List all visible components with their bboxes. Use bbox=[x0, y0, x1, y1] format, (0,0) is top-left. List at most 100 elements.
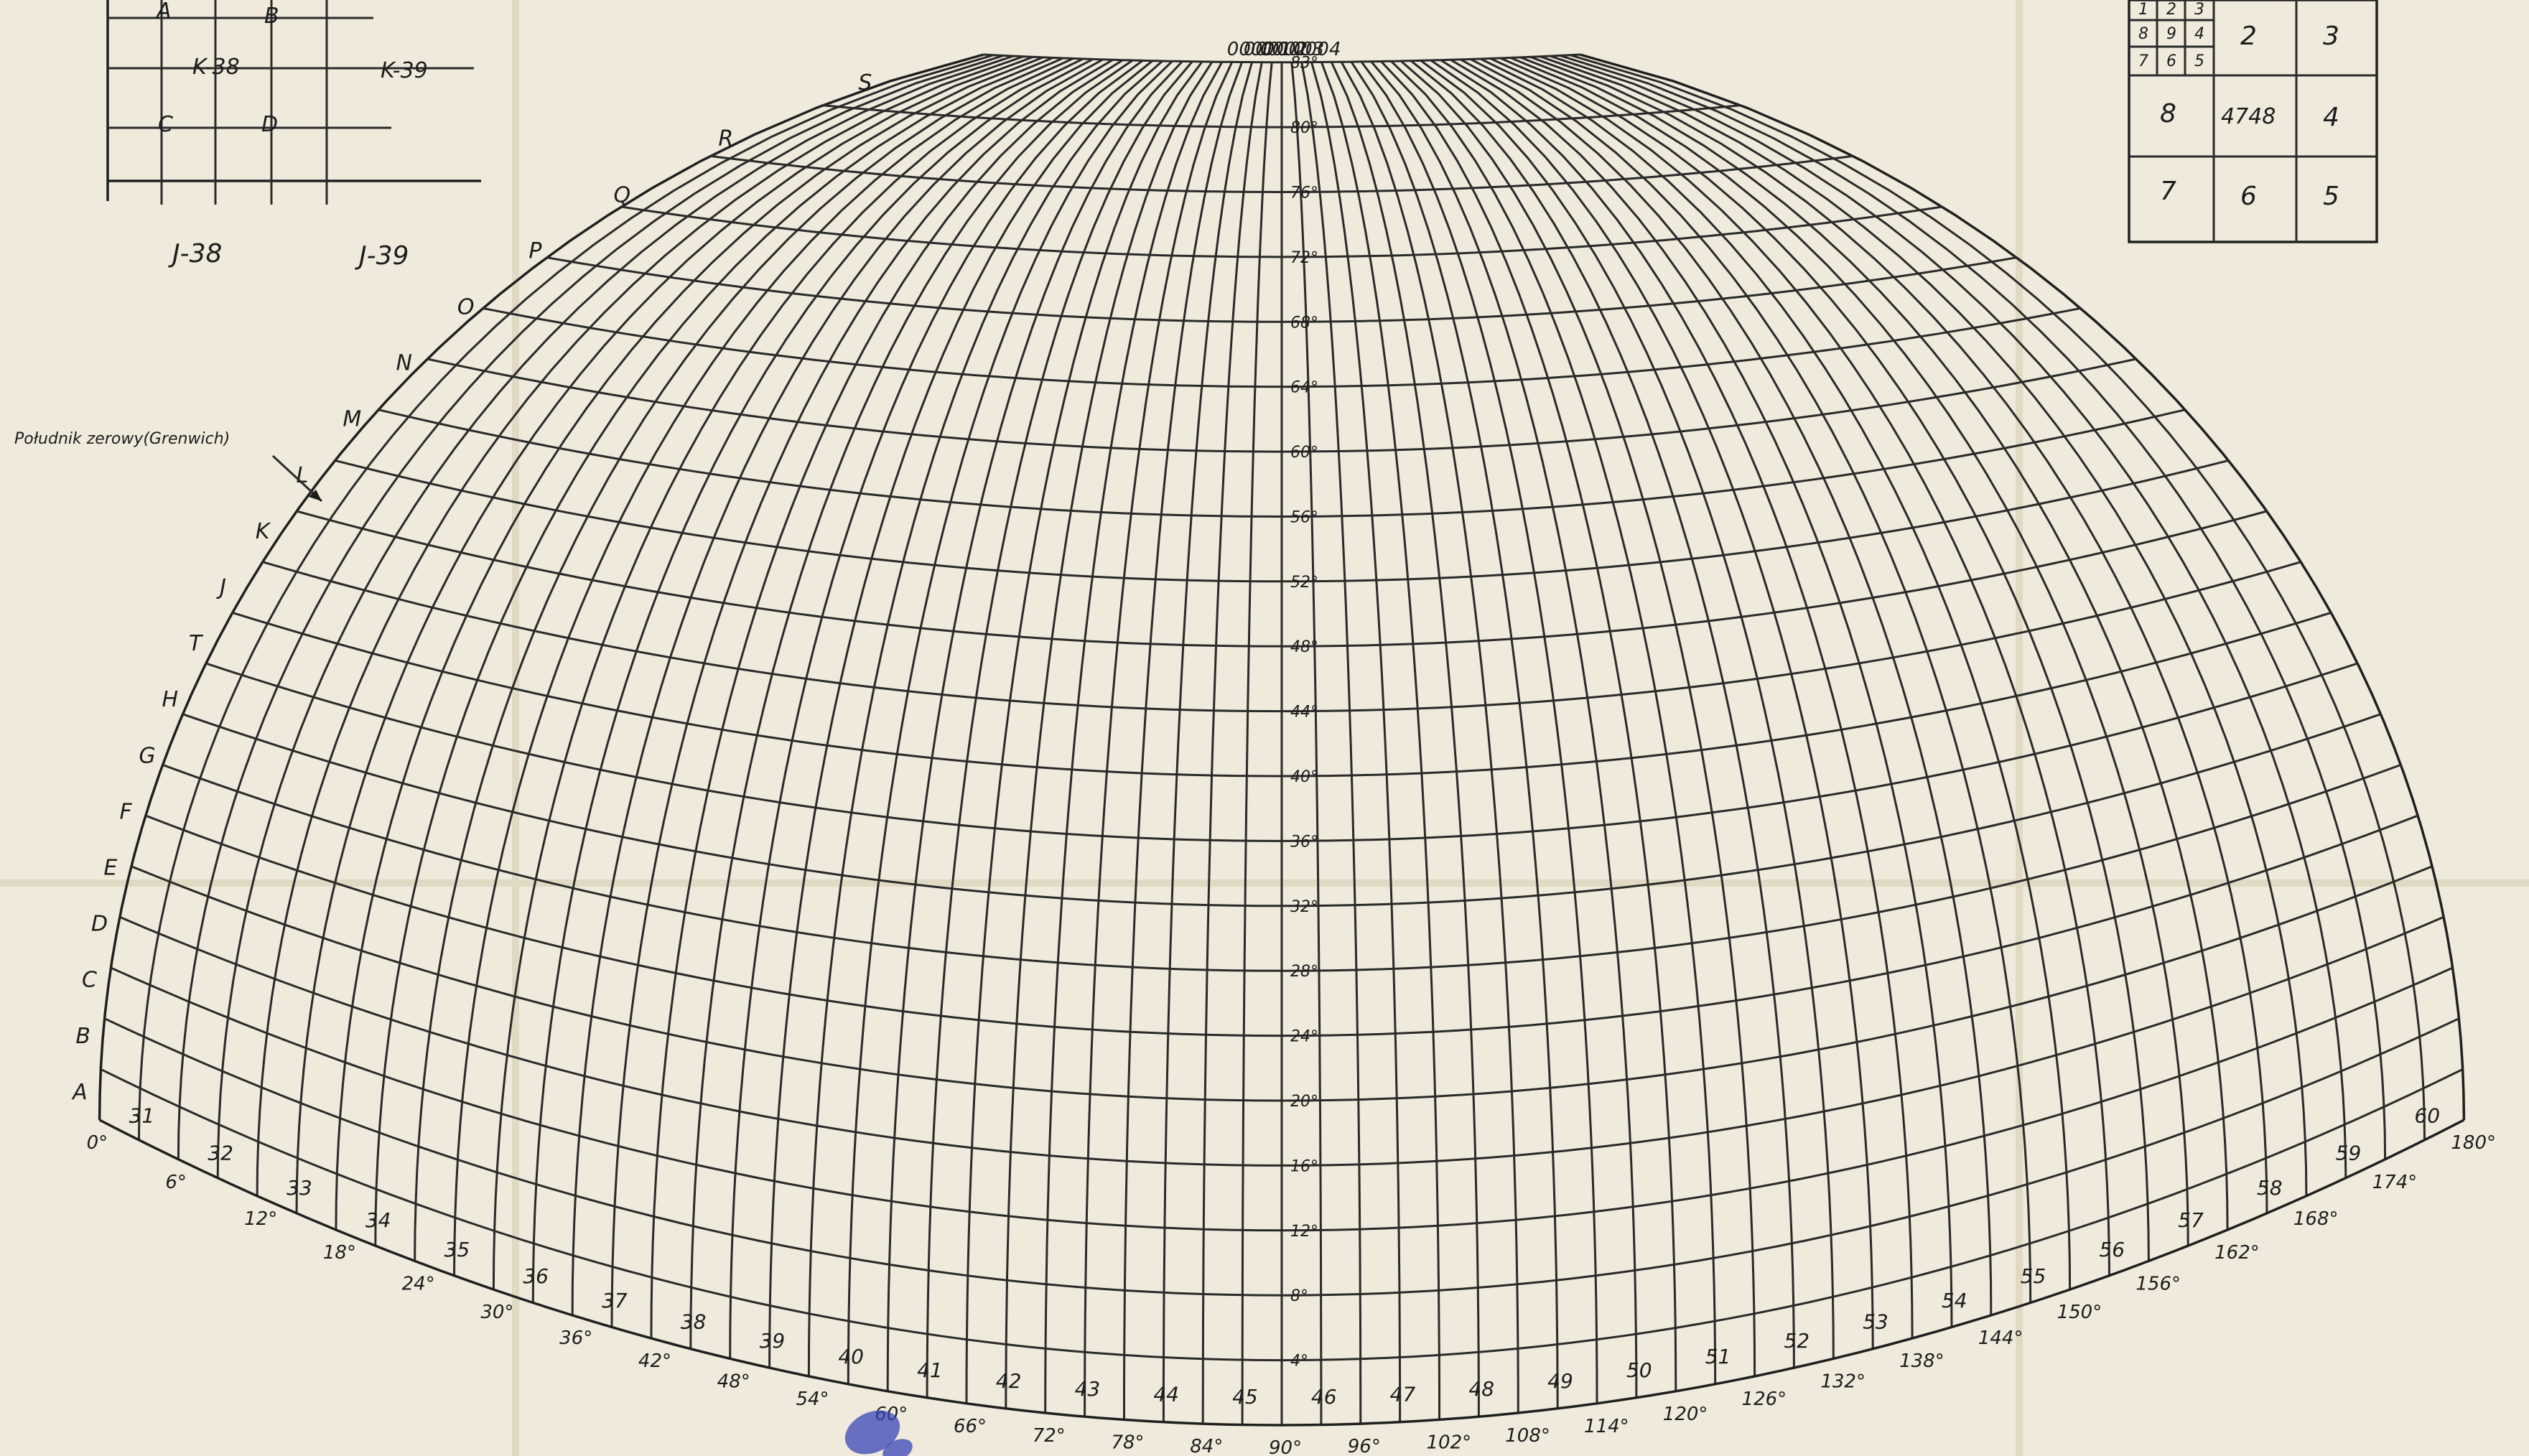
longitude-label: 78° bbox=[1111, 1432, 1144, 1453]
division-cell-8: 8 bbox=[2160, 99, 2176, 129]
row-letter-label: A bbox=[71, 1080, 88, 1105]
index-label-j39: J-39 bbox=[355, 241, 409, 271]
index-letter-a: A bbox=[155, 0, 172, 24]
zone-number-label: 53 bbox=[1863, 1310, 1888, 1334]
division-cell-4748: 4748 bbox=[2221, 104, 2276, 129]
zone-number-label: 49 bbox=[1547, 1369, 1573, 1393]
longitude-label: 48° bbox=[717, 1371, 750, 1392]
meridian-line bbox=[1570, 54, 2426, 1140]
meridian-line bbox=[1241, 62, 1273, 1425]
parallel-line bbox=[427, 358, 2137, 453]
row-letter-label: J bbox=[216, 575, 226, 600]
meridian-line bbox=[729, 60, 1144, 1359]
zero-meridian-callout: Południk zerowy(Grenwich) bbox=[14, 430, 323, 503]
longitude-label: 30° bbox=[480, 1302, 513, 1323]
division-small-cell: 1 bbox=[2138, 1, 2148, 19]
top-cell-label: 0001 bbox=[1244, 39, 1291, 60]
zone-number-label: 51 bbox=[1705, 1345, 1731, 1368]
longitude-label: 168° bbox=[2293, 1208, 2339, 1230]
meridian-line bbox=[1201, 62, 1263, 1424]
parallel-line bbox=[182, 713, 2381, 907]
meridian-line bbox=[1579, 53, 2466, 1121]
index-label-k39: K-39 bbox=[381, 58, 428, 83]
meridian-line bbox=[335, 56, 1044, 1231]
top-cell-label: 0000 bbox=[1227, 39, 1275, 60]
meridian-line bbox=[295, 55, 1034, 1213]
meridian-line bbox=[1390, 60, 1717, 1384]
longitude-label: 72° bbox=[1033, 1425, 1066, 1447]
meridian-line bbox=[531, 58, 1094, 1303]
row-letter-label: L bbox=[297, 463, 309, 488]
meridian-line bbox=[1350, 61, 1559, 1409]
meridian-line bbox=[926, 60, 1193, 1398]
latitude-label: 76° bbox=[1290, 184, 1318, 202]
meridian-line bbox=[847, 60, 1173, 1384]
row-letter-label: H bbox=[162, 687, 178, 712]
longitude-label: 120° bbox=[1663, 1404, 1708, 1425]
row-letter-label: D bbox=[91, 912, 108, 937]
meridian-line bbox=[1550, 55, 2347, 1178]
division-small-cell: 8 bbox=[2138, 25, 2148, 43]
zone-number-label: 45 bbox=[1232, 1385, 1258, 1409]
row-letter-label: E bbox=[103, 856, 117, 881]
longitude-label: 174° bbox=[2372, 1172, 2418, 1193]
meridian-line bbox=[1340, 61, 1519, 1414]
meridian-line bbox=[1044, 61, 1224, 1414]
division-cell-5: 5 bbox=[2323, 182, 2339, 211]
latitude-label: 44° bbox=[1290, 704, 1318, 722]
longitude-label: 114° bbox=[1584, 1416, 1629, 1437]
longitude-label: 102° bbox=[1427, 1432, 1472, 1453]
latitude-label: 83° bbox=[1290, 55, 1318, 73]
zone-number-label: 43 bbox=[1075, 1377, 1101, 1401]
meridian-line bbox=[1330, 61, 1480, 1417]
zone-number-label: 60 bbox=[2414, 1103, 2440, 1127]
zone-number-label: 36 bbox=[523, 1264, 549, 1288]
meridian-line bbox=[374, 57, 1054, 1246]
latitude-label: 80° bbox=[1290, 119, 1318, 137]
meridian-line bbox=[1370, 60, 1638, 1398]
longitude-label: 84° bbox=[1190, 1436, 1223, 1456]
zone-number-label: 42 bbox=[996, 1369, 1022, 1393]
meridian-line bbox=[138, 54, 994, 1140]
division-small-cell: 3 bbox=[2194, 1, 2204, 19]
meridian-line bbox=[807, 60, 1163, 1377]
meridian-line bbox=[886, 60, 1183, 1391]
latitude-label: 64° bbox=[1290, 379, 1318, 397]
arrow-head-icon bbox=[309, 490, 322, 501]
row-letter-label: M bbox=[343, 407, 361, 432]
meridian-line bbox=[1499, 57, 2150, 1261]
longitude-label: 90° bbox=[1269, 1437, 1302, 1456]
division-cell-2: 2 bbox=[2240, 22, 2257, 51]
top-cell-label: 0003 bbox=[1277, 39, 1324, 60]
meridian-line bbox=[1519, 56, 2229, 1231]
zone-number-label: 58 bbox=[2257, 1176, 2283, 1200]
parallel-line bbox=[145, 814, 2418, 1037]
index-label-j38: J-38 bbox=[168, 239, 222, 269]
row-letter-label: Q bbox=[614, 182, 631, 207]
meridian-line bbox=[1290, 62, 1323, 1425]
meridian-line bbox=[1490, 57, 2110, 1276]
longitude-label: 36° bbox=[559, 1327, 592, 1349]
parallel-line bbox=[110, 966, 2454, 1232]
zone-number-label: 54 bbox=[1942, 1289, 1967, 1312]
zone-number-label: 59 bbox=[2336, 1142, 2362, 1165]
meridian-line bbox=[1470, 58, 2032, 1303]
latitude-label: 8° bbox=[1290, 1287, 1308, 1305]
latitude-label: 60° bbox=[1290, 444, 1318, 462]
meridian-line bbox=[1005, 61, 1214, 1409]
top-cell-label: 0002 bbox=[1260, 39, 1308, 60]
latitude-label: 48° bbox=[1290, 638, 1318, 656]
latitude-label: 32° bbox=[1290, 898, 1318, 916]
meridian-line bbox=[1529, 55, 2268, 1213]
latitude-label: 24° bbox=[1290, 1028, 1318, 1046]
index-letter-b: B bbox=[264, 4, 279, 29]
latitude-label: 72° bbox=[1290, 249, 1318, 267]
zone-number-label: 57 bbox=[2178, 1208, 2204, 1232]
latitude-label: 12° bbox=[1290, 1223, 1318, 1241]
zone-number-label: 33 bbox=[287, 1176, 312, 1200]
meridian-line bbox=[1162, 62, 1253, 1422]
parallel-line bbox=[103, 1017, 2460, 1297]
